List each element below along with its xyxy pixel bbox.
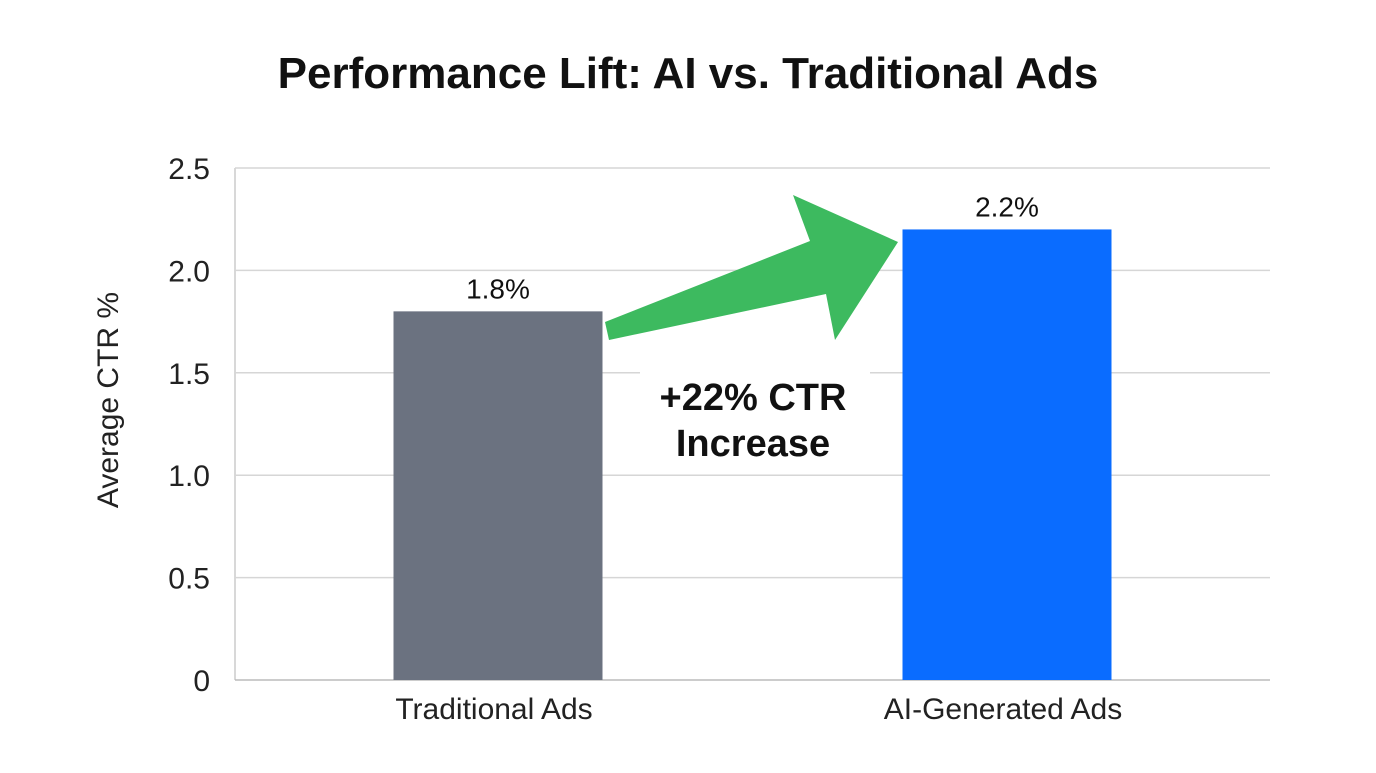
- annotation-background: [640, 372, 870, 468]
- y-tick-label: 1.5: [168, 358, 210, 391]
- y-tick-label: 2.0: [168, 255, 210, 288]
- chart-title: Performance Lift: AI vs. Traditional Ads: [278, 49, 1099, 98]
- bar: [393, 311, 603, 680]
- increase-arrow: [605, 195, 898, 340]
- data-label: 1.8%: [466, 273, 530, 304]
- data-label: 2.2%: [975, 191, 1039, 222]
- x-tick-label: AI-Generated Ads: [884, 693, 1122, 726]
- y-tick-label: 1.0: [168, 460, 210, 493]
- x-tick-label: Traditional Ads: [395, 693, 592, 726]
- annotation-line-2: Increase: [676, 423, 830, 465]
- y-tick-label: 2.5: [168, 153, 210, 186]
- bar: [902, 229, 1112, 680]
- y-axis-label: Average CTR %: [92, 292, 125, 508]
- y-tick-label: 0: [193, 665, 210, 698]
- annotation-line-1: +22% CTR: [660, 377, 847, 419]
- y-tick-label: 0.5: [168, 563, 210, 596]
